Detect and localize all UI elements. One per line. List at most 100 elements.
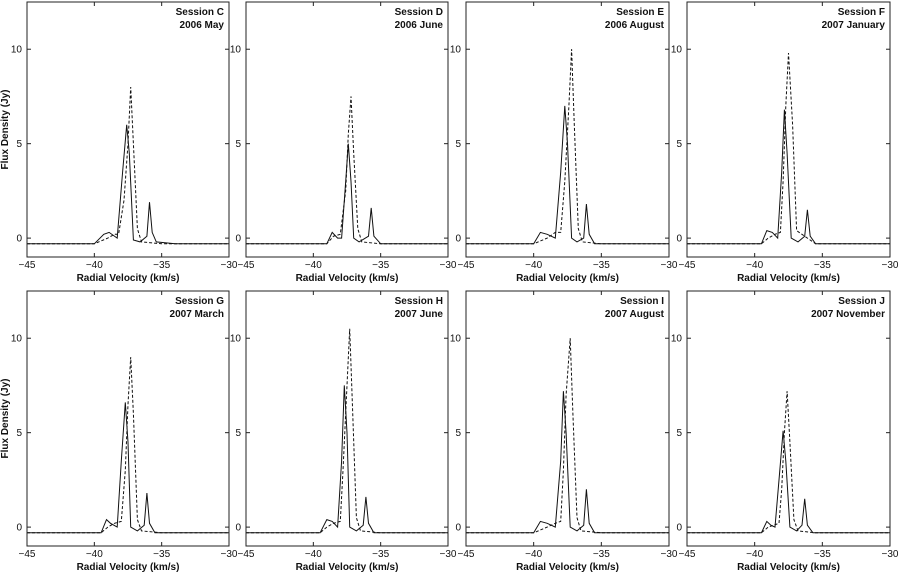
dashed-spectrum-line [27, 86, 229, 245]
x-tick-label: −35 [372, 549, 389, 560]
session-label: Session I [620, 296, 664, 307]
y-tick-label: 0 [16, 523, 22, 534]
y-tick-label: 0 [455, 234, 461, 245]
y-tick-label: 5 [455, 428, 461, 439]
x-tick-label: −30 [661, 549, 678, 560]
x-tick-label: −35 [814, 260, 831, 271]
y-tick-label: 10 [11, 45, 23, 56]
y-tick-label: 0 [676, 523, 682, 534]
session-date-label: 2007 August [605, 309, 665, 320]
x-tick-label: −45 [679, 549, 696, 560]
x-tick-label: −40 [746, 260, 763, 271]
spectrum-panel: −45 −40 −35 −30 0 5 10 Radial Velocity (km/s) Se… [450, 1, 678, 284]
x-tick-label: −30 [882, 549, 899, 560]
plot-frame [465, 1, 670, 258]
x-tick-label: −35 [153, 549, 170, 560]
x-tick-label: −35 [814, 549, 831, 560]
x-tick-label: −40 [86, 260, 103, 271]
x-tick-label: −40 [525, 549, 542, 560]
y-tick-label: 10 [671, 334, 683, 345]
plot-frame [26, 1, 230, 258]
spectrum-panel: −45 −40 −35 −30 0 5 10 Radial Velocity (km/s) Fl… [0, 1, 238, 284]
plot-frame [686, 1, 891, 258]
y-axis-title: Flux Density (Jy) [0, 89, 11, 169]
x-tick-label: −45 [19, 549, 36, 560]
y-tick-label: 0 [16, 234, 22, 245]
session-label: Session E [616, 7, 664, 18]
y-tick-label: 5 [235, 428, 241, 439]
solid-spectrum-line [27, 402, 229, 534]
x-tick-label: −40 [86, 549, 103, 560]
y-tick-label: 10 [450, 45, 462, 56]
session-date-label: 2006 June [395, 20, 444, 31]
dashed-spectrum-line [687, 391, 890, 534]
session-label: Session J [838, 296, 885, 307]
session-label: Session F [838, 7, 885, 18]
y-tick-label: 0 [235, 523, 241, 534]
x-axis-title: Radial Velocity (km/s) [516, 562, 619, 573]
x-axis-title: Radial Velocity (km/s) [77, 273, 180, 284]
x-tick-label: −40 [525, 260, 542, 271]
y-tick-label: 10 [671, 45, 683, 56]
spectrum-panel: −45 −40 −35 −30 0 5 10 Radial Velocity (km/s) Fl… [0, 290, 238, 573]
y-tick-label: 10 [11, 334, 23, 345]
y-tick-label: 10 [450, 334, 462, 345]
y-axis-title: Flux Density (Jy) [0, 378, 11, 458]
x-tick-label: −30 [440, 260, 457, 271]
y-tick-label: 0 [455, 523, 461, 534]
x-tick-label: −35 [593, 260, 610, 271]
y-tick-label: 5 [235, 139, 241, 150]
dashed-spectrum-line [687, 52, 890, 245]
x-axis-title: Radial Velocity (km/s) [296, 273, 399, 284]
x-axis-title: Radial Velocity (km/s) [737, 273, 840, 284]
y-tick-label: 5 [676, 139, 682, 150]
x-tick-label: −35 [153, 260, 170, 271]
x-tick-label: −45 [238, 260, 255, 271]
dashed-spectrum-line [466, 338, 669, 534]
session-date-label: 2006 May [180, 20, 225, 31]
solid-spectrum-line [687, 109, 890, 245]
y-tick-label: 0 [235, 234, 241, 245]
y-tick-label: 0 [676, 234, 682, 245]
session-date-label: 2007 June [395, 309, 444, 320]
y-tick-label: 5 [16, 139, 22, 150]
x-axis-title: Radial Velocity (km/s) [77, 562, 180, 573]
plot-frame [686, 290, 891, 547]
session-label: Session G [175, 296, 224, 307]
spectrum-panel: −45 −40 −35 −30 0 5 10 Radial Velocity (km/s) Se… [230, 290, 457, 573]
x-tick-label: −45 [458, 260, 475, 271]
x-tick-label: −45 [19, 260, 36, 271]
x-tick-label: −30 [221, 260, 238, 271]
x-tick-label: −40 [305, 549, 322, 560]
y-tick-label: 10 [230, 45, 242, 56]
session-date-label: 2007 March [170, 309, 224, 320]
dashed-spectrum-line [246, 96, 448, 245]
x-axis-title: Radial Velocity (km/s) [516, 273, 619, 284]
x-tick-label: −30 [221, 549, 238, 560]
session-label: Session D [395, 7, 443, 18]
dashed-spectrum-line [466, 49, 669, 245]
spectrum-panel: −45 −40 −35 −30 0 5 10 Radial Velocity (km/s) Se… [450, 290, 678, 573]
plot-frame [465, 290, 670, 547]
solid-spectrum-line [27, 124, 229, 245]
x-tick-label: −30 [661, 260, 678, 271]
x-tick-label: −30 [440, 549, 457, 560]
session-label: Session H [395, 296, 443, 307]
dashed-spectrum-line [27, 357, 229, 534]
x-tick-label: −40 [305, 260, 322, 271]
session-label: Session C [176, 7, 224, 18]
spectrum-panel: −45 −40 −35 −30 0 5 10 Radial Velocity (km/s) Se… [671, 1, 899, 284]
dashed-spectrum-line [246, 328, 448, 534]
y-tick-label: 5 [676, 428, 682, 439]
spectrum-panel: −45 −40 −35 −30 0 5 10 Radial Velocity (km/s) Se… [671, 290, 899, 573]
solid-spectrum-line [246, 385, 448, 534]
x-tick-label: −35 [372, 260, 389, 271]
solid-spectrum-line [246, 143, 448, 245]
x-tick-label: −40 [746, 549, 763, 560]
spectrum-panel: −45 −40 −35 −30 0 5 10 Radial Velocity (km/s) Se… [230, 1, 457, 284]
solid-spectrum-line [466, 391, 669, 534]
solid-spectrum-line [687, 430, 890, 534]
plot-frame [26, 290, 230, 547]
x-tick-label: −30 [882, 260, 899, 271]
